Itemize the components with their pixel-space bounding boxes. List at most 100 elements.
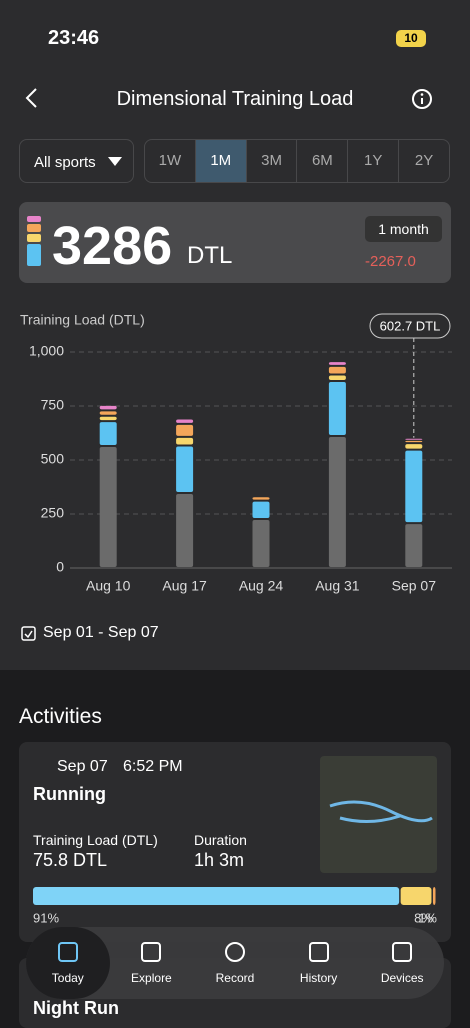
tab-icon: [308, 942, 329, 962]
bar-segment: [99, 405, 117, 410]
bar-segment: [405, 440, 423, 443]
x-tick-label: Sep 07: [392, 578, 437, 594]
bar-segment: [328, 437, 346, 567]
x-tick-label: Aug 24: [239, 578, 284, 594]
bar-segment: [176, 437, 194, 445]
bar-segment: [405, 450, 423, 523]
period-option[interactable]: 1M: [194, 140, 246, 182]
next-name: Night Run: [33, 998, 119, 1018]
bar-segment: [405, 438, 423, 440]
battery: 10: [396, 30, 426, 47]
summary-card: 3286 DTL 1 month -2267.0: [19, 202, 451, 283]
tab-label: History: [299, 971, 338, 985]
sport-dropdown[interactable]: All sports: [19, 139, 134, 183]
bar-segment: [99, 422, 117, 445]
x-tick-label: Aug 17: [162, 578, 207, 594]
bar-segment: [405, 524, 423, 567]
icon-shape: [308, 942, 329, 962]
summary-bar: [27, 216, 41, 266]
activity-name: Running: [33, 784, 106, 804]
x-tick-label: Aug 31: [315, 578, 360, 594]
bar-segment: [99, 411, 117, 415]
activity-time: 6:52 PM: [123, 758, 183, 775]
bar-segment: [328, 362, 346, 365]
chart: Training Load (DTL) 0 250 500 750 1,000 Aug 10…: [20, 312, 452, 594]
load-label: Training Load (DTL): [33, 832, 158, 848]
period-option[interactable]: 1Y: [347, 140, 398, 182]
tab-icon: [224, 942, 245, 962]
header-title: Dimensional Training Load: [116, 88, 354, 110]
bar-segment: [405, 444, 423, 449]
route-map: [320, 756, 437, 873]
summary-value: 3286: [52, 216, 173, 276]
y-tick-label: 500: [41, 451, 65, 467]
status-time: 23:46: [48, 27, 100, 49]
y-tick-label: 0: [56, 559, 64, 575]
zone-segment: [33, 887, 400, 905]
zone-segment: [400, 887, 432, 905]
zone-segment: [432, 887, 436, 905]
tab-icon: [392, 942, 413, 962]
bar-segment: [252, 519, 270, 567]
y-tick-label: 1,000: [29, 343, 64, 359]
load-value: 75.8 DTL: [33, 850, 108, 870]
zone-bar: 91% 8%1%: [33, 887, 437, 925]
tab[interactable]: History: [277, 927, 361, 999]
tab-label: Explore: [131, 971, 172, 985]
bar-segment: [252, 497, 270, 500]
summary-change: -2267.0: [365, 253, 416, 270]
period-option[interactable]: 6M: [296, 140, 347, 182]
duration-value: 1h 3m: [194, 850, 245, 870]
tab-icon: [141, 942, 162, 962]
activity-card[interactable]: Sep 07 6:52 PM Running Training Load (DT…: [19, 742, 451, 942]
tab-label: Today: [51, 971, 84, 985]
bar-segment: [252, 501, 270, 518]
icon-shape: [141, 942, 162, 962]
bar-segment: [99, 416, 117, 421]
period-option[interactable]: 3M: [245, 140, 297, 182]
tab[interactable]: Devices: [360, 927, 444, 999]
bar-segment: [99, 446, 117, 567]
icon-shape: [392, 942, 413, 962]
tab-bar: Today Explore Record History Devices: [26, 927, 444, 999]
bar-segment: [176, 446, 194, 493]
period-option[interactable]: 1W: [158, 152, 182, 169]
period-option[interactable]: 2Y: [398, 140, 449, 182]
zone-label: 8%: [414, 910, 433, 925]
date-range[interactable]: Sep 01 - Sep 07: [43, 624, 159, 641]
x-tick-label: Aug 10: [86, 578, 131, 594]
annotation-box: [369, 313, 451, 339]
y-tick-label: 750: [41, 397, 65, 413]
activities-title: Activities: [19, 705, 102, 728]
sport-label: All sports: [34, 154, 96, 171]
bar-segment: [176, 494, 194, 567]
zone-label: 1%: [418, 910, 437, 925]
bar-segment: [176, 419, 194, 423]
calendar-icon: [21, 626, 36, 641]
period-badge: 1 month: [365, 216, 442, 242]
info-button[interactable]: [410, 87, 434, 111]
tab[interactable]: Record: [193, 927, 277, 999]
back-button[interactable]: [20, 86, 44, 110]
y-axis-label: Training Load (DTL): [20, 312, 145, 328]
bar-segment: [328, 366, 346, 374]
tab-label: Devices: [380, 971, 424, 985]
period-selector: 1W 1M 3M 6M 1Y 2Y: [144, 139, 450, 183]
zone-label: 91%: [33, 910, 59, 925]
y-tick-label: 250: [41, 505, 65, 521]
bar-segment: [328, 381, 346, 436]
activity-date: Sep 07: [57, 758, 108, 775]
bar-segment: [328, 375, 346, 380]
tab[interactable]: Today: [26, 927, 110, 999]
tab[interactable]: Explore: [110, 927, 194, 999]
duration-label: Duration: [194, 832, 247, 848]
icon-shape: [57, 942, 78, 962]
bar-segment: [176, 424, 194, 436]
tab-icon: [57, 942, 78, 962]
annotation: 602.7 DTL: [380, 318, 441, 333]
tab-label: Record: [215, 971, 255, 985]
icon-shape: [224, 942, 245, 962]
summary-unit: DTL: [187, 242, 233, 269]
caret: [108, 157, 122, 166]
